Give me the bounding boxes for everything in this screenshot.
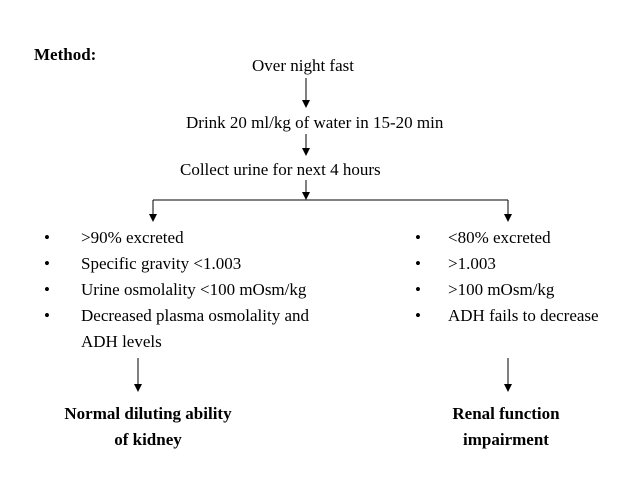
list-item: • Specific gravity <1.003	[44, 251, 309, 277]
outcome-impairment: Renal function impairment	[426, 401, 586, 453]
bullet-icon: •	[415, 306, 421, 325]
outcome-normal: Normal diluting ability of kidney	[36, 401, 260, 453]
bullet-icon: •	[44, 228, 50, 247]
list-item: • >100 mOsm/kg	[415, 277, 599, 303]
left-criteria-list: • >90% excreted • Specific gravity <1.003 …	[44, 225, 309, 355]
method-label: Method:	[34, 45, 97, 64]
right-criteria-list: • <80% excreted • >1.003 • >100 mOsm/kg • AD…	[415, 225, 599, 329]
bullet-icon: •	[415, 280, 421, 299]
list-item: • <80% excreted	[415, 225, 599, 251]
list-item-continuation: ADH levels	[81, 332, 162, 351]
step-collect-urine: Collect urine for next 4 hours	[180, 160, 381, 179]
bullet-icon: •	[44, 306, 50, 325]
list-item: • ADH fails to decrease	[415, 303, 599, 329]
bullet-icon: •	[44, 280, 50, 299]
bullet-icon: •	[44, 254, 50, 273]
step-drink-water: Drink 20 ml/kg of water in 15-20 min	[186, 113, 444, 132]
step-overnight-fast: Over night fast	[252, 56, 354, 75]
list-item: • >90% excreted	[44, 225, 309, 251]
bullet-icon: •	[415, 228, 421, 247]
outcome-normal-line1: Normal diluting ability	[64, 404, 232, 423]
bullet-icon: •	[415, 254, 421, 273]
list-item: • >1.003	[415, 251, 599, 277]
outcome-normal-line2: of kidney	[114, 430, 182, 449]
outcome-impairment-line2: impairment	[463, 430, 549, 449]
outcome-impairment-line1: Renal function	[452, 404, 560, 423]
list-item: • Decreased plasma osmolality and	[44, 303, 309, 329]
list-item: • Urine osmolality <100 mOsm/kg	[44, 277, 309, 303]
